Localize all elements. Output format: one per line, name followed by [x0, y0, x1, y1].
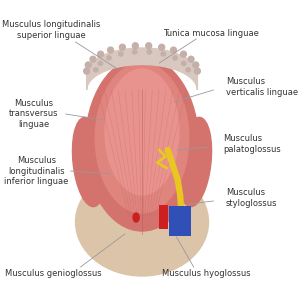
Ellipse shape [178, 117, 212, 207]
Ellipse shape [173, 56, 177, 60]
Text: Musculus genioglossus: Musculus genioglossus [5, 268, 102, 278]
Ellipse shape [95, 63, 189, 213]
Ellipse shape [181, 51, 186, 57]
Ellipse shape [94, 68, 98, 72]
Ellipse shape [98, 51, 103, 57]
Ellipse shape [147, 50, 152, 54]
Ellipse shape [85, 62, 91, 68]
Ellipse shape [188, 56, 194, 62]
Text: Tunica mucosa linguae: Tunica mucosa linguae [163, 28, 259, 38]
Ellipse shape [85, 57, 199, 231]
Ellipse shape [194, 68, 200, 74]
Ellipse shape [133, 213, 139, 222]
Ellipse shape [108, 47, 113, 53]
Ellipse shape [90, 56, 96, 62]
Text: Musculus hyoglossus: Musculus hyoglossus [162, 268, 250, 278]
Text: Musculus
longitudinalis
inferior linguae: Musculus longitudinalis inferior linguae [4, 156, 68, 186]
Ellipse shape [186, 68, 190, 72]
Ellipse shape [182, 61, 186, 65]
Ellipse shape [84, 68, 90, 74]
Ellipse shape [73, 117, 106, 207]
Ellipse shape [132, 43, 138, 49]
Ellipse shape [133, 50, 137, 54]
Ellipse shape [76, 168, 208, 276]
Ellipse shape [118, 52, 123, 56]
FancyBboxPatch shape [160, 205, 168, 229]
Ellipse shape [119, 44, 125, 50]
Ellipse shape [170, 47, 176, 53]
Text: Musculus
palatoglossus: Musculus palatoglossus [223, 134, 281, 154]
Ellipse shape [98, 61, 103, 65]
Ellipse shape [193, 62, 199, 68]
Ellipse shape [159, 44, 165, 50]
Ellipse shape [146, 43, 152, 49]
Ellipse shape [105, 69, 179, 195]
Ellipse shape [107, 56, 111, 60]
FancyBboxPatch shape [169, 206, 190, 236]
Text: Musculus
transversus
linguae: Musculus transversus linguae [9, 99, 58, 129]
Text: Musculus
verticalis linguae: Musculus verticalis linguae [226, 77, 298, 97]
Text: Musculus
styloglossus: Musculus styloglossus [226, 188, 277, 208]
Ellipse shape [161, 52, 166, 56]
Polygon shape [87, 48, 197, 90]
Text: Musculus longitudinalis
superior linguae: Musculus longitudinalis superior linguae [2, 20, 100, 40]
